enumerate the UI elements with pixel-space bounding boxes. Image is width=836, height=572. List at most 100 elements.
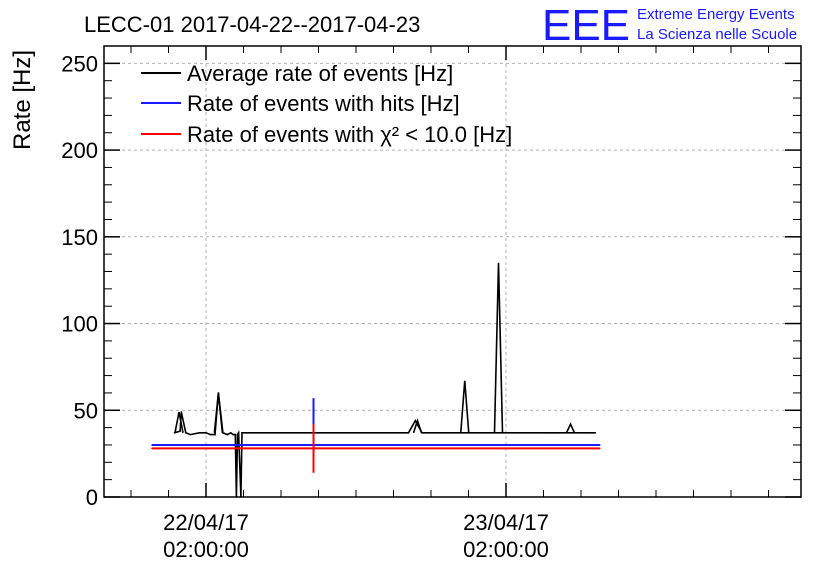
data-point [185, 432, 187, 434]
avg-spike [213, 392, 224, 433]
data-point [565, 444, 567, 446]
data-point [308, 447, 311, 450]
data-point [329, 447, 331, 450]
data-point [396, 444, 399, 446]
data-point [340, 432, 342, 434]
data-point [569, 432, 572, 434]
data-point [475, 447, 477, 450]
data-point [554, 432, 556, 434]
data-point [558, 432, 561, 434]
logo-line1: Extreme Energy Events [637, 6, 795, 23]
avg-spike [459, 380, 470, 433]
data-point [243, 432, 246, 434]
data-point [531, 432, 534, 434]
data-point [542, 444, 545, 446]
data-point [441, 432, 444, 434]
y-tick-label: 50 [74, 398, 98, 423]
data-point [151, 447, 153, 450]
legend-label-1: Average rate of events [Hz] [187, 61, 453, 86]
chart-title: LECC-01 2017-04-22--2017-04-23 [84, 12, 420, 37]
data-point [385, 432, 387, 434]
logo-mark: EEE [542, 1, 630, 50]
data-point [209, 433, 212, 436]
y-axis-label: Rate [Hz] [9, 50, 36, 150]
data-point [565, 447, 567, 450]
data-point [592, 444, 594, 446]
logo-line2: La Scienza nelle Scuole [637, 26, 797, 43]
data-point [407, 432, 410, 434]
y-tick-label: 250 [61, 51, 98, 76]
avg-spike [412, 418, 423, 434]
data-point [583, 432, 585, 434]
data-point [299, 444, 302, 446]
data-point [214, 433, 216, 436]
y-tick-label: 100 [61, 312, 98, 337]
data-point [592, 447, 594, 450]
data-point [414, 419, 417, 422]
data-point [547, 432, 549, 434]
data-point [430, 444, 432, 446]
data-point [241, 432, 243, 434]
data-point [396, 447, 399, 450]
series-layer [151, 262, 601, 498]
data-point [308, 444, 311, 446]
data-point [374, 444, 376, 446]
data-point [237, 432, 240, 434]
data-point [590, 432, 592, 434]
data-point [509, 432, 511, 434]
data-point [351, 444, 354, 446]
data-point [362, 432, 365, 434]
axis-ticks: 05010015020025022/04/1702:00:0023/04/170… [61, 45, 801, 562]
data-point [497, 444, 500, 446]
data-point [179, 430, 181, 432]
data-point [396, 432, 399, 434]
data-point [205, 432, 207, 434]
data-point [189, 433, 192, 436]
data-point [419, 444, 421, 446]
data-point [497, 432, 500, 434]
data-point [236, 433, 239, 436]
legend-label-2: Rate of events with hits [Hz] [187, 91, 460, 116]
data-point [430, 447, 432, 450]
data-point [486, 432, 489, 434]
data-point [362, 444, 365, 446]
data-point [340, 447, 342, 450]
data-point [441, 444, 444, 446]
data-point [187, 444, 189, 446]
data-point [317, 447, 320, 450]
data-point [452, 432, 455, 434]
data-point [340, 444, 342, 446]
data-point [475, 444, 477, 446]
data-point [599, 444, 601, 446]
data-point [362, 447, 365, 450]
data-point [374, 447, 376, 450]
data-point [230, 432, 232, 434]
x-tick-label-date: 22/04/17 [163, 510, 249, 535]
data-point [419, 447, 421, 450]
y-tick-label: 150 [61, 225, 98, 250]
data-point [272, 432, 275, 434]
avg-spike [174, 411, 184, 433]
data-point [576, 432, 579, 434]
y-tick-label: 200 [61, 138, 98, 163]
avg-spike [493, 262, 504, 433]
data-point [520, 432, 522, 434]
data-point [250, 432, 252, 434]
data-point [542, 447, 545, 450]
data-point [180, 411, 183, 413]
data-point [475, 432, 477, 434]
data-point [550, 432, 553, 434]
x-tick-label-date: 23/04/17 [463, 510, 549, 535]
data-point [430, 432, 432, 434]
data-point [317, 444, 320, 446]
data-point [464, 432, 466, 434]
x-tick-label-time: 02:00:00 [163, 537, 249, 562]
data-point [520, 447, 522, 450]
data-point [497, 447, 500, 450]
data-point [385, 444, 387, 446]
data-point [187, 447, 189, 450]
data-point [151, 444, 153, 446]
data-point [232, 433, 234, 436]
data-point [599, 447, 601, 450]
